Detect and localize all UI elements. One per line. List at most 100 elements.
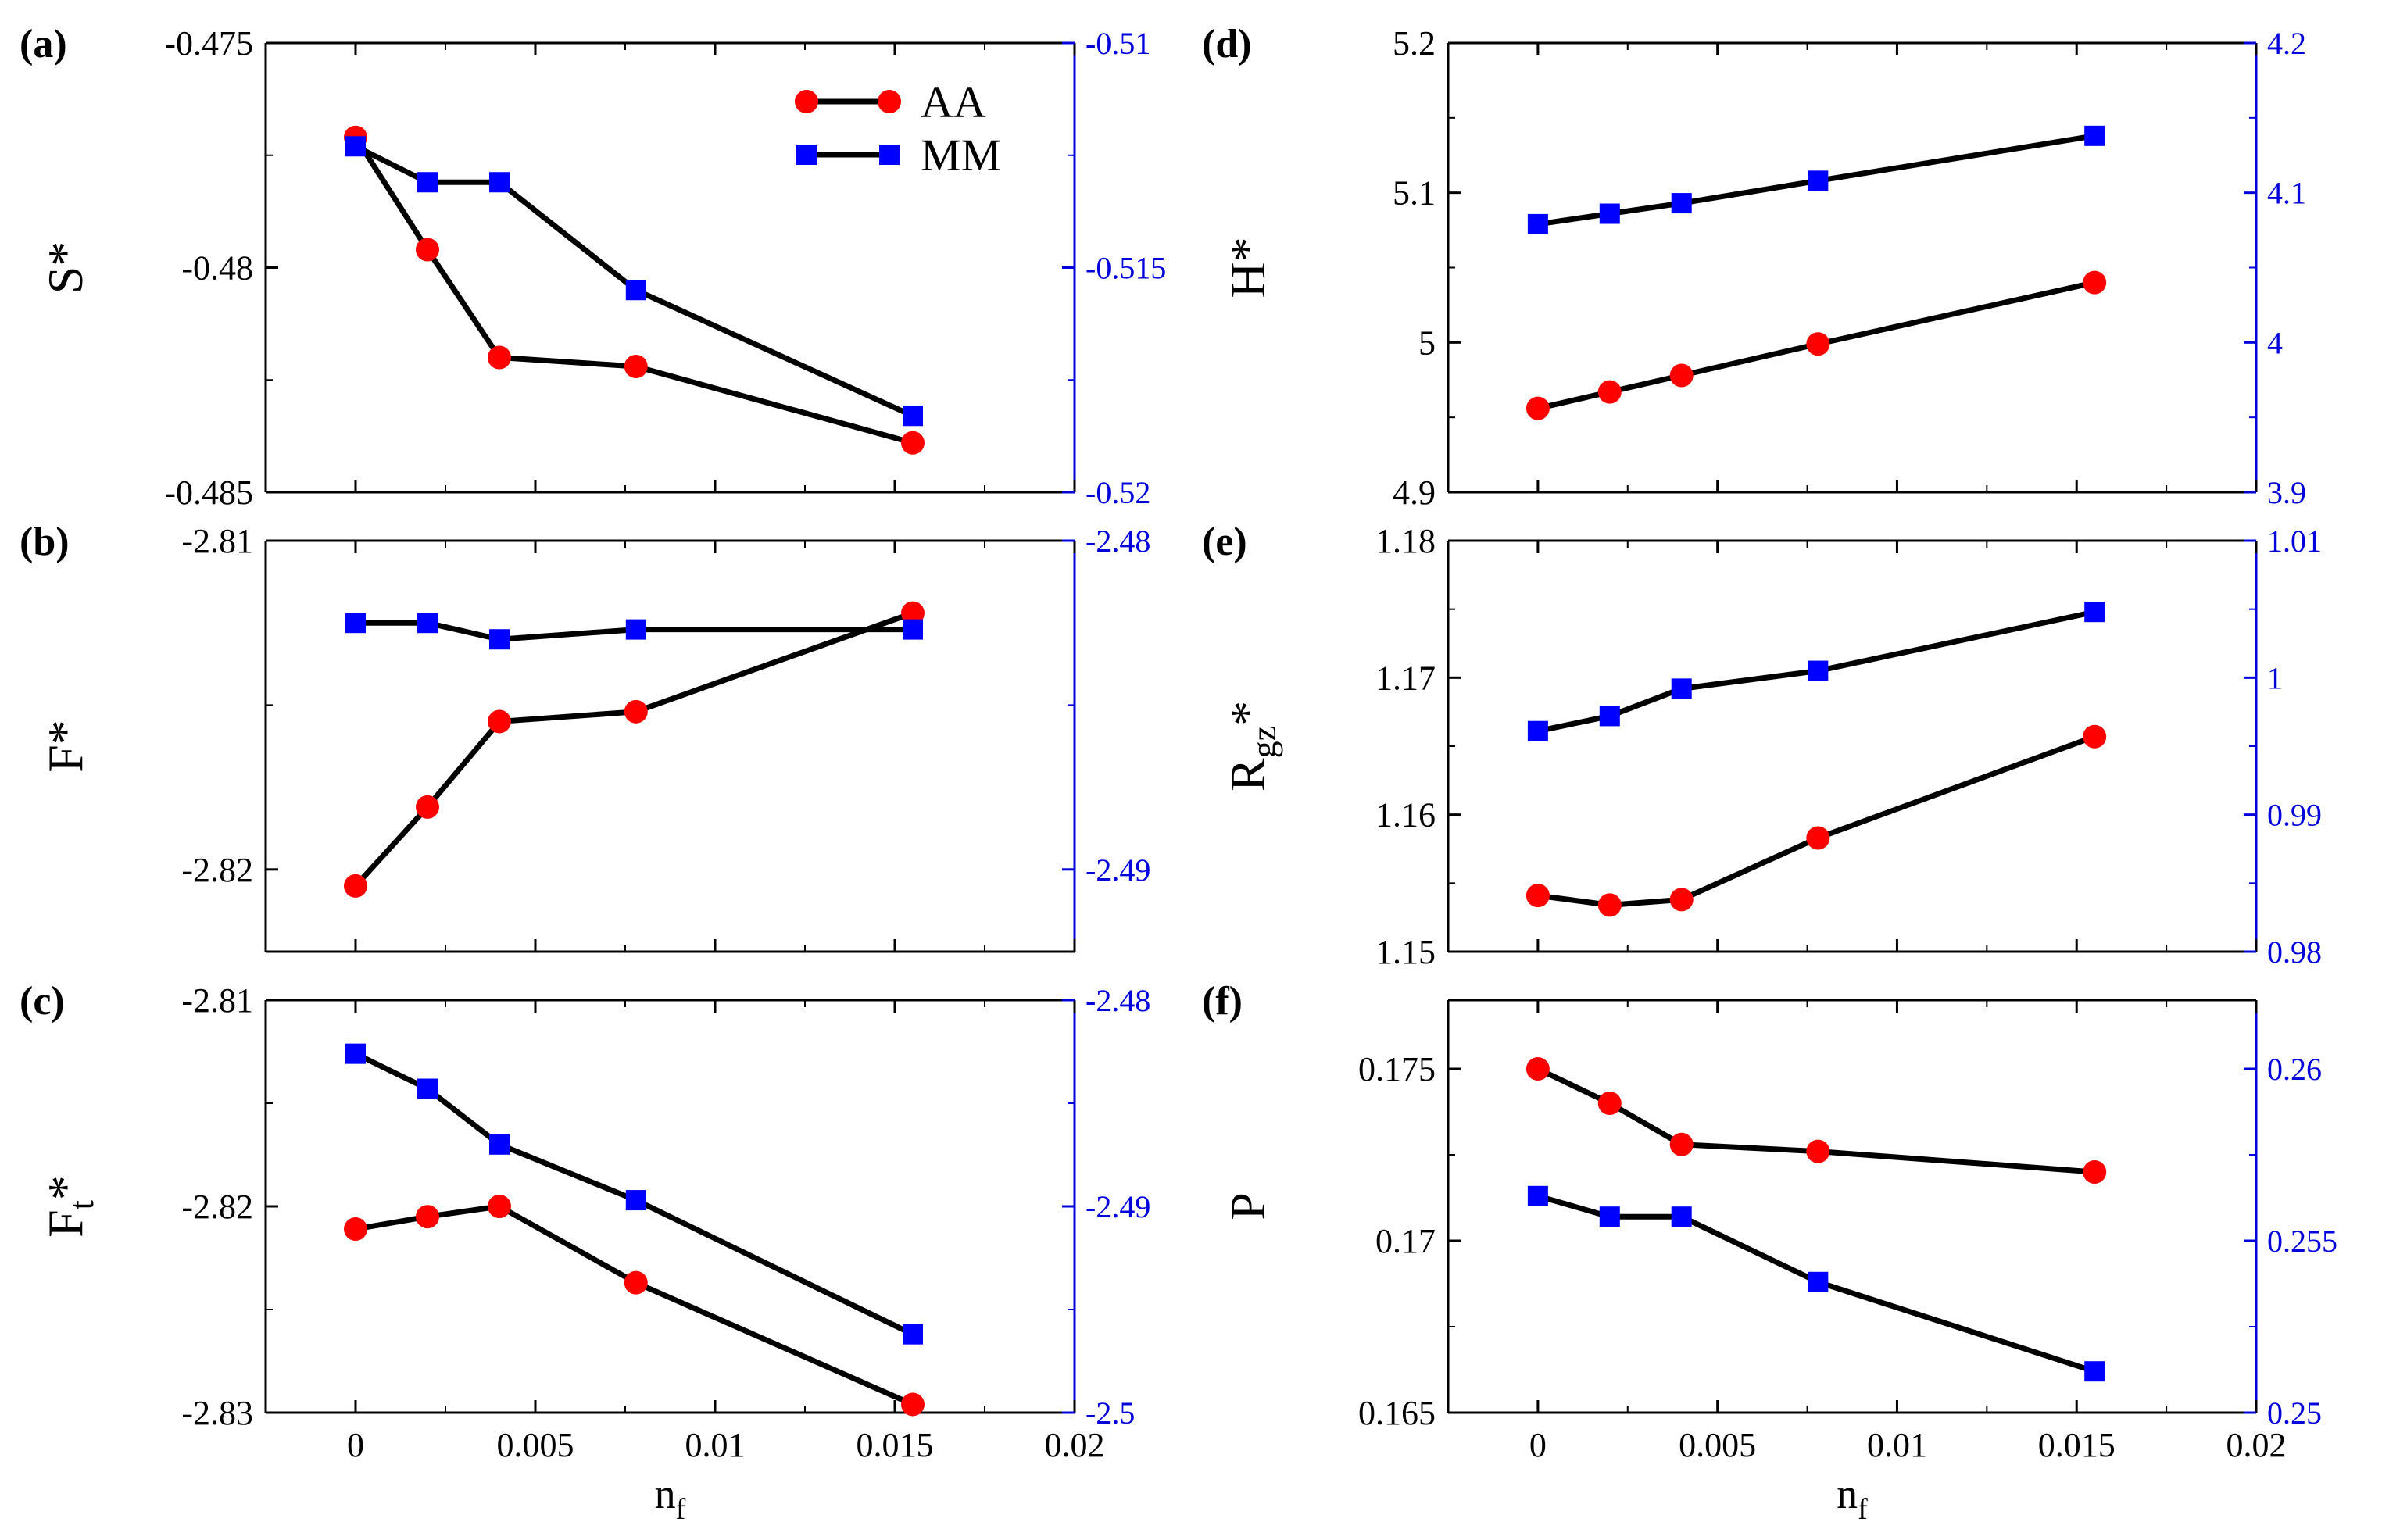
data-point-aa <box>901 431 925 455</box>
data-point-aa <box>624 699 648 724</box>
data-point-aa <box>1806 1139 1830 1163</box>
data-point-mm <box>1808 170 1829 191</box>
y-axis-label-star: * <box>38 1175 93 1200</box>
data-point-mm <box>417 172 438 193</box>
y-tick-label-right: 0.98 <box>2267 934 2322 970</box>
y-tick-label-right: 0.25 <box>2267 1395 2322 1431</box>
data-point-aa <box>1597 380 1622 404</box>
y-tick-label-right: 3.9 <box>2267 475 2306 510</box>
data-point-mm <box>2084 602 2105 623</box>
y-tick-label-left: 0.17 <box>1375 1222 1436 1260</box>
y-axis-label: F* <box>38 720 93 773</box>
panel-d: (d) 4.9 5 5.1 5.2 3.9 4 4.1 4.2 H* <box>1202 22 2306 512</box>
y-tick-label-left: 5 <box>1418 323 1436 362</box>
data-point-aa <box>1597 1092 1622 1115</box>
y-axis-label-main: F <box>38 1209 93 1238</box>
x-tick-label: 0.005 <box>497 1426 574 1464</box>
data-point-mm <box>345 136 366 157</box>
y-axis-label-main: F* <box>38 720 93 773</box>
data-point-mm <box>1599 706 1620 727</box>
data-point-aa <box>1525 396 1550 420</box>
y-tick-label-left: -0.485 <box>164 473 253 512</box>
x-tick-label: 0.01 <box>685 1426 746 1464</box>
y-tick-label-right: 4.1 <box>2267 176 2306 211</box>
y-tick-label-left: 5.1 <box>1393 174 1436 213</box>
data-point-aa <box>1525 1057 1550 1081</box>
y-axis-label-sub: gz <box>1245 726 1283 759</box>
y-tick-label-right: -2.48 <box>1085 983 1150 1018</box>
data-point-aa <box>416 238 439 262</box>
y-tick-label-left: 0.175 <box>1358 1050 1436 1088</box>
x-axis-label-main: n <box>1837 1470 1858 1517</box>
y-tick-label-right: -2.49 <box>1085 1189 1150 1224</box>
data-point-mm <box>625 619 646 640</box>
y-tick-label-left: 1.15 <box>1375 933 1436 971</box>
data-point-aa <box>488 709 511 734</box>
panel-label: (f) <box>1202 979 1243 1024</box>
data-point-mm <box>489 629 510 650</box>
data-point-mm <box>1599 1206 1620 1227</box>
y-tick-label-left: -2.82 <box>181 1188 253 1226</box>
y-tick-label-right: 4.2 <box>2267 26 2306 61</box>
x-tick-label: 0 <box>347 1426 364 1464</box>
y-tick-label-left: -2.81 <box>181 522 253 560</box>
x-tick-label: 0.005 <box>1679 1426 1756 1464</box>
legend-marker-mm <box>796 145 817 165</box>
data-point-mm <box>1527 720 1548 741</box>
y-tick-label-right: -0.52 <box>1085 475 1150 510</box>
legend-marker-aa <box>878 90 901 113</box>
data-point-mm <box>1808 660 1829 681</box>
data-point-aa <box>488 1195 511 1218</box>
data-point-mm <box>2084 1361 2105 1382</box>
x-axis-label-sub: f <box>676 1493 686 1526</box>
y-tick-label-right: -0.51 <box>1085 26 1150 61</box>
y-tick-label-left: 1.18 <box>1375 522 1436 560</box>
y-tick-label-right: -2.5 <box>1085 1395 1135 1431</box>
data-point-aa <box>1597 893 1622 917</box>
data-point-mm <box>903 619 923 640</box>
y-tick-label-left: -0.475 <box>164 24 253 63</box>
y-tick-label-left: 1.16 <box>1375 796 1436 834</box>
data-point-mm <box>345 1043 366 1064</box>
legend-label-mm: MM <box>921 130 1001 180</box>
x-axis-label-sub: f <box>1858 1493 1868 1526</box>
data-point-aa <box>1669 1132 1694 1156</box>
x-axis-label: nf <box>1837 1470 1868 1526</box>
legend-label-aa: AA <box>921 77 986 127</box>
y-axis-label-star: * <box>1220 701 1275 726</box>
y-tick-label-left: -2.83 <box>181 1394 253 1432</box>
panel-label: (c) <box>20 979 65 1024</box>
y-tick-label-left: -2.81 <box>181 981 253 1020</box>
data-point-mm <box>489 1134 510 1155</box>
x-axis-label-main: n <box>655 1470 676 1517</box>
data-point-aa <box>416 795 439 819</box>
y-tick-label-left: 5.2 <box>1393 24 1436 63</box>
y-tick-label-right: 4 <box>2267 325 2283 360</box>
y-tick-label-left: 1.17 <box>1375 659 1436 697</box>
y-axis-label: H* <box>1220 237 1275 298</box>
data-point-aa <box>2083 1160 2107 1184</box>
y-axis-label: Rgz* <box>1220 701 1283 791</box>
data-point-mm <box>1671 193 1692 214</box>
data-point-aa <box>2083 724 2107 749</box>
y-axis-label-sub: t <box>63 1200 101 1209</box>
panel-a: (a) -0.485 -0.48 -0.475 -0.52 -0.515 -0.51 S* <box>20 22 1166 512</box>
legend-marker-mm <box>879 145 900 165</box>
x-tick-label: 0 <box>1529 1426 1547 1464</box>
data-point-mm <box>1671 678 1692 699</box>
data-point-aa <box>1669 363 1694 388</box>
y-tick-label-left: 0.165 <box>1358 1394 1436 1432</box>
data-point-aa <box>416 1205 439 1229</box>
y-tick-label-right: -2.49 <box>1085 852 1150 888</box>
x-tick-label: 0.015 <box>2038 1426 2116 1464</box>
x-tick-label: 0.01 <box>1867 1426 1927 1464</box>
data-point-mm <box>903 1324 923 1345</box>
data-point-mm <box>1599 203 1620 224</box>
data-point-mm <box>625 1190 646 1211</box>
y-tick-label-right: 1.01 <box>2267 523 2322 559</box>
data-point-aa <box>488 345 511 370</box>
data-point-mm <box>1527 1185 1548 1206</box>
y-tick-label-right: -0.515 <box>1085 251 1166 286</box>
data-point-mm <box>1527 213 1548 234</box>
